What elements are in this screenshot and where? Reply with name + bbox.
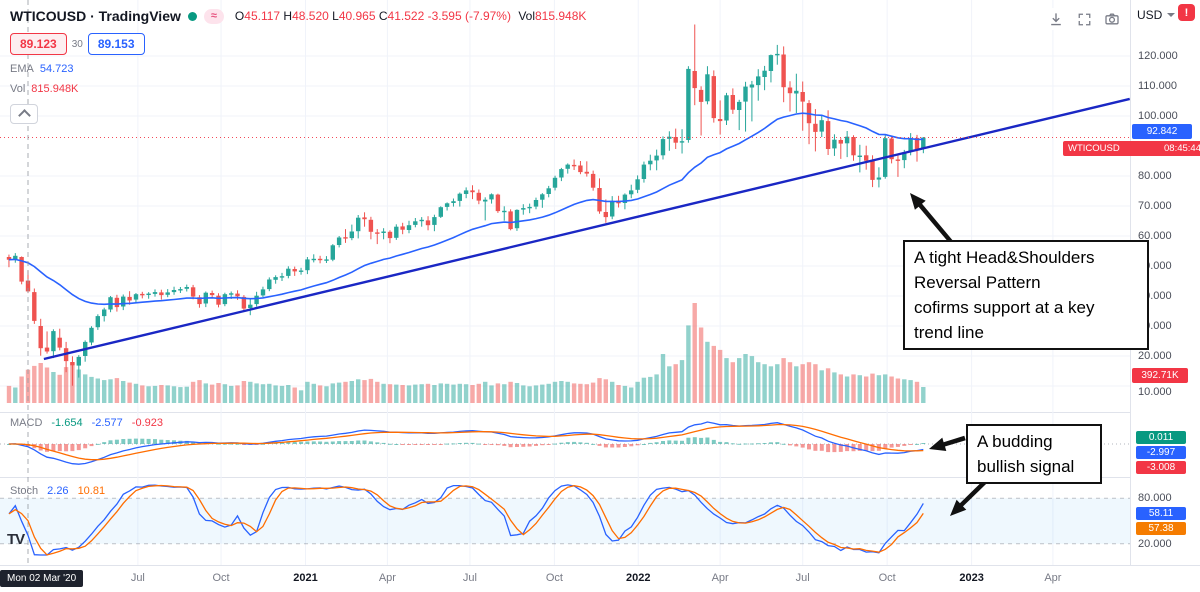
snapshot-button[interactable] [1100,8,1124,30]
stoch-k-value: 2.26 [47,485,69,497]
price-scale-label: 120.000 [1138,50,1178,62]
volume-badge: 392.71K [1132,368,1188,383]
time-scale-label: Oct [212,572,230,584]
ema-label: EMA [10,63,34,75]
time-scale-label: Apr [711,572,729,584]
head-and-shoulders-note[interactable]: A tight Head&Shoulders Reversal Pattern … [903,240,1149,350]
sell-button[interactable]: 89.123 [10,33,67,55]
price-scale-label: 60.000 [1138,230,1172,242]
note-line: Reversal Pattern [914,273,1041,292]
spread-value: 30 [71,38,83,50]
fullscreen-icon [1078,13,1090,25]
currency-selector[interactable]: USD [1137,8,1176,22]
low-label: L [332,9,339,23]
price-scale-label: 80.000 [1138,170,1172,182]
camera-icon [1105,13,1119,25]
macd-line-badge: -2.997 [1136,446,1186,459]
delayed-data-icon: ≈ [203,8,224,24]
chart-toolbar [1044,8,1124,30]
time-scale-label: Jul [462,572,477,584]
vol-row-value: 815.948K [31,83,79,95]
macd-signal-value: -0.923 [131,417,163,429]
note-line: bullish signal [977,457,1075,476]
high-label: H [283,9,293,23]
symbol-title: WTICOUSD · TradingView [10,8,181,24]
low-value: 40.965 [338,9,376,23]
macd-legend: MACD -1.654 -2.577 -0.923 [10,417,163,429]
stoch-legend: Stoch 2.26 10.81 [10,485,105,497]
fullscreen-button[interactable] [1072,8,1096,30]
volume-value: 815.948K [535,9,587,23]
price-scale-label: 80.000 [1138,492,1172,505]
last-price-badge: 92.842 [1132,124,1192,139]
price-scale-label: 70.000 [1138,200,1172,212]
price-scale-label: 100.000 [1138,110,1178,122]
pane-separator[interactable] [0,477,1200,478]
download-icon [1051,13,1061,26]
pane-separator[interactable] [0,412,1200,413]
alert-badge[interactable]: ! [1178,4,1195,21]
buy-button[interactable]: 89.153 [87,33,145,55]
connection-status-icon [187,11,197,21]
collapse-legend-button[interactable] [10,104,38,124]
note-line: trend line [914,323,984,342]
time-scale-label: Apr [378,572,396,584]
stoch-d-badge: 57.38 [1136,522,1186,535]
tag-symbol: WTICOUSD [1068,143,1120,154]
currency-value: USD [1137,8,1163,22]
macd-signal-badge: -3.008 [1136,461,1186,474]
change-value: -3.595 (-7.97%) [427,9,511,23]
time-scale-label: 2021 [293,572,318,584]
time-scale-label: 2022 [625,572,651,584]
chevron-up-icon [17,109,31,122]
macd-label: MACD [10,417,43,429]
vol-row-label: Vol [10,83,26,95]
stoch-d-value: 10.81 [77,485,106,497]
candlestick-chart-canvas[interactable] [0,0,1130,565]
high-value: 48.520 [292,9,329,23]
download-button[interactable] [1044,8,1068,30]
note-line: A tight Head&Shoulders [914,248,1095,267]
time-scale-label: Oct [878,572,896,584]
volume-label: Vol [518,9,535,23]
macd-line-value: -2.577 [91,417,123,429]
ema-value: 54.723 [39,63,74,75]
price-scale-label: 10.000 [1138,386,1172,398]
chart-legend: WTICOUSD · TradingView ≈ O45.117 H48.520… [10,8,586,124]
price-scale-label: 20.000 [1138,350,1172,362]
close-value: 41.522 [387,9,425,23]
symbol-countdown-tag: WTICOUSD 08:45:44 [1063,141,1200,156]
stoch-k-badge: 58.11 [1136,507,1186,520]
stoch-label: Stoch [10,485,39,497]
macd-hist-value: -1.654 [51,417,83,429]
close-label: C [378,9,388,23]
tradingview-logo[interactable]: TV [7,531,25,548]
price-scale-label: 110.000 [1138,80,1177,92]
note-line: cofirms support at a key [914,298,1095,317]
open-label: O [234,9,245,23]
note-line: A budding [977,432,1053,451]
chevron-down-icon [1167,13,1176,17]
time-scale-label: 2023 [959,572,984,584]
time-scale-label: Apr [1044,572,1062,584]
price-scale-label: 20.000 [1138,537,1172,550]
macd-hist-badge: 0.011 [1136,431,1186,444]
time-scale[interactable]: Mon 02 Mar '20 ⚙ JulOct2021AprJulOct2022… [0,565,1200,592]
time-scale-label: Jul [130,572,145,584]
time-scale-label: Jul [795,572,810,584]
open-value: 45.117 [244,9,281,23]
bullish-signal-note[interactable]: A budding bullish signal [966,424,1102,484]
time-scale-label: Oct [545,572,563,584]
crosshair-date-badge: Mon 02 Mar '20 [0,570,84,587]
tag-countdown: 08:45:44 [1164,143,1200,154]
